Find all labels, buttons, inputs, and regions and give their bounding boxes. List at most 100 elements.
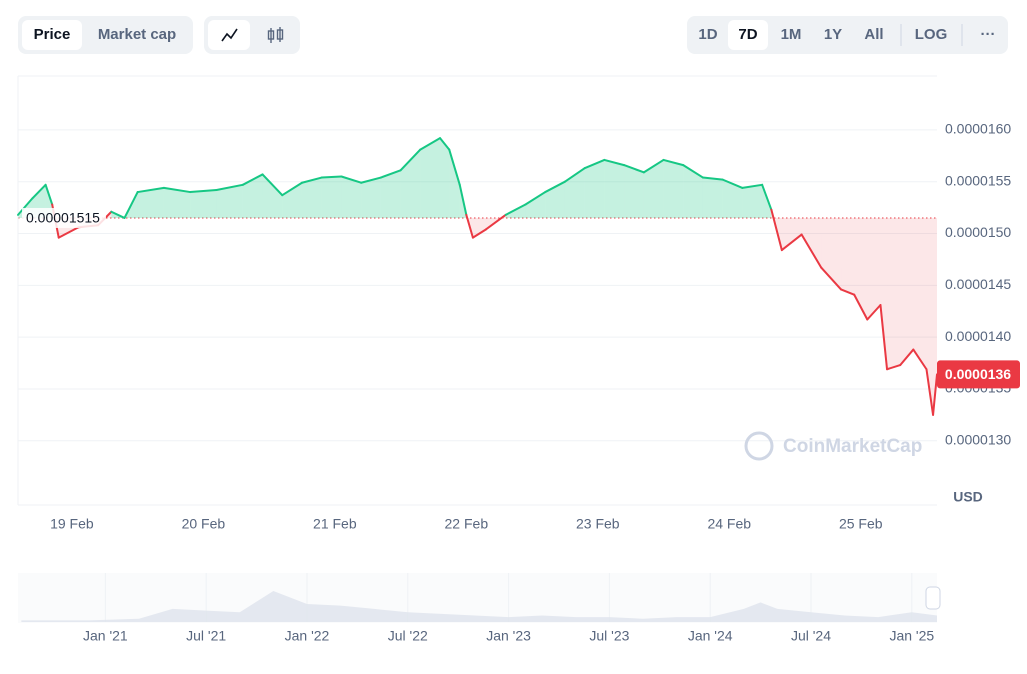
x-tick-label: 23 Feb [576,516,620,532]
line-segment [925,368,935,416]
area-segment [380,170,401,218]
line-segment [31,183,47,200]
line-segment [162,186,192,194]
navigator-tick-label: Jul '24 [791,628,831,644]
line-segment [544,180,566,194]
range-button[interactable]: 7D [738,26,757,43]
area-segment [926,217,934,415]
navigator-tick-label: Jan '21 [83,628,128,644]
y-tick-label: 0.0000155 [945,172,1011,188]
log-button[interactable]: LOG [915,26,948,43]
navigator-tick-label: Jul '21 [186,628,226,644]
line-segment [932,373,938,416]
candle-icon[interactable] [267,27,284,43]
area-segment [163,187,191,218]
area-segment [781,217,802,251]
area-segment [841,217,855,295]
area-segment [216,184,243,218]
watermark: CoinMarketCap [783,436,922,457]
line-segment [465,213,474,239]
area-segment [624,165,644,218]
line-segment [300,176,323,184]
reference-label: 0.00001515 [26,210,100,226]
area-segment [900,217,914,366]
x-tick-label: 22 Feb [445,516,489,532]
area-segment [933,217,937,415]
navigator-tick-label: Jan '22 [285,628,330,644]
area-segment [190,189,217,218]
navigator-area [21,590,937,622]
line-segment [524,191,547,206]
line-segment [866,304,882,321]
navigator-tick-label: Jul '23 [589,628,629,644]
area-segment [663,159,684,218]
y-unit: USD [953,489,983,505]
line-segment [360,176,382,184]
line-segment [583,158,606,170]
line-segment [123,191,139,219]
x-tick-label: 21 Feb [313,516,357,532]
navigator-tick-label: Jul '22 [388,628,428,644]
area-segment [262,174,283,218]
line-segment [761,183,773,211]
line-segment [800,233,823,269]
line-segment [701,176,724,181]
current-price-label: 0.0000136 [945,366,1011,382]
range-button[interactable]: 1M [781,26,802,43]
line-segment [448,148,461,186]
line-segment [471,228,488,239]
area-segment [242,174,263,218]
line-segment [504,203,527,216]
area-segment [584,159,605,218]
range-button[interactable]: All [864,26,883,43]
line-segment [340,175,363,184]
range-button[interactable]: 1Y [824,26,842,43]
line-segment [44,183,54,206]
line-segment [110,210,126,219]
y-tick-label: 0.0000130 [945,431,1011,447]
price-label[interactable]: Price [34,26,71,43]
navigator-handle[interactable] [925,586,941,610]
line-segment [662,158,685,167]
y-tick-label: 0.0000150 [945,224,1011,240]
area-segment [449,149,460,218]
line-segment [642,158,665,174]
line-segment [379,169,402,179]
area-segment [702,177,723,218]
line-segment [320,175,343,179]
y-tick-label: 0.0000140 [945,328,1011,344]
line-segment [458,183,468,216]
y-tick-label: 0.0000145 [945,276,1011,292]
reference-label-bg [22,207,106,228]
line-segment [840,288,856,296]
line-segment [853,293,869,321]
line-segment [281,181,303,197]
line-segment [17,197,34,216]
line-segment [623,164,645,174]
range-button[interactable]: 1D [698,26,717,43]
line-segment [780,233,803,252]
line-segment [485,213,507,231]
line-segment [419,137,442,151]
area-segment [321,176,342,218]
area-segment [282,182,302,218]
area-segment [854,217,868,320]
market-cap-label[interactable]: Market cap [98,26,176,43]
range-selected[interactable] [728,20,768,50]
area-segment [440,138,450,218]
price-button[interactable] [22,20,82,50]
area-segment [400,149,421,218]
navigator-tick-label: Jan '23 [486,628,531,644]
area-segment [472,217,487,238]
area-segment [913,217,927,370]
area-segment [821,217,842,290]
more-button[interactable]: ··· [981,26,996,43]
line-segment [563,167,586,183]
line-segment [770,208,783,252]
area-segment [643,159,664,218]
area-segment [525,192,546,218]
line-segment [899,348,915,367]
line-segment [603,158,626,167]
area-segment [564,168,585,218]
